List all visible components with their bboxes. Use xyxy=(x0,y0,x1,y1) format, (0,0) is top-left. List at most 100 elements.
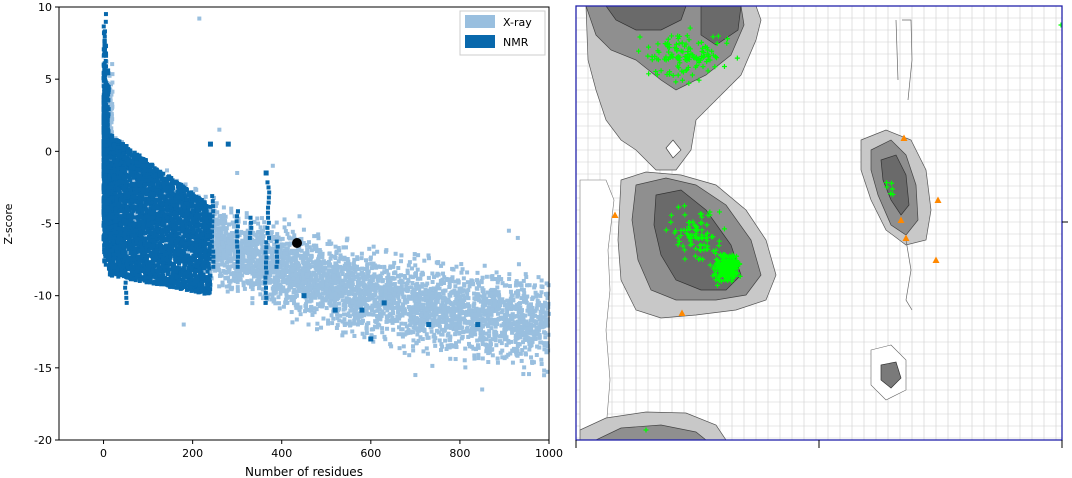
xray-point xyxy=(337,277,342,282)
xray-point xyxy=(438,294,443,299)
xray-point xyxy=(440,289,445,294)
xray-point xyxy=(434,293,439,298)
xray-point xyxy=(494,333,499,338)
xray-point xyxy=(389,288,394,293)
xray-point xyxy=(532,335,537,340)
xray-point xyxy=(271,254,276,259)
xray-point xyxy=(410,281,415,286)
xray-point xyxy=(467,344,472,349)
xray-point xyxy=(408,274,413,279)
xray-point xyxy=(461,293,466,298)
xray-point xyxy=(284,291,289,296)
xray-point xyxy=(222,248,227,253)
xray-point xyxy=(315,321,320,326)
xray-point xyxy=(319,325,324,330)
xray-point xyxy=(411,310,416,315)
xray-point xyxy=(369,261,374,266)
xray-point xyxy=(351,261,356,266)
xray-point xyxy=(396,332,401,337)
xray-point xyxy=(236,216,241,221)
xray-point xyxy=(387,285,392,290)
xray-point xyxy=(339,294,344,299)
xray-point xyxy=(419,302,424,307)
xray-point xyxy=(248,238,253,243)
xray-point xyxy=(285,288,290,293)
xray-point xyxy=(444,305,449,310)
xray-point xyxy=(480,275,485,280)
xray-point xyxy=(487,309,492,314)
xray-point xyxy=(522,345,527,350)
xray-point xyxy=(545,296,550,301)
xray-point xyxy=(457,322,462,327)
xray-point xyxy=(487,293,492,298)
xray-point xyxy=(477,298,482,303)
xray-point xyxy=(107,123,112,128)
xray-point xyxy=(501,300,506,305)
xray-point xyxy=(452,301,457,306)
xray-point xyxy=(218,271,223,276)
xray-point xyxy=(520,316,525,321)
xray-point xyxy=(414,341,419,346)
xray-point xyxy=(435,322,440,327)
xray-point xyxy=(542,368,547,373)
xray-point xyxy=(341,307,346,312)
xray-point xyxy=(387,294,392,299)
xray-point xyxy=(388,264,393,269)
xray-point xyxy=(405,268,410,273)
xray-point xyxy=(397,346,402,351)
xray-point xyxy=(260,245,265,250)
xray-point xyxy=(363,296,368,301)
xray-point xyxy=(519,358,524,363)
xray-point xyxy=(292,233,297,238)
xray-point xyxy=(375,308,380,313)
xray-point xyxy=(391,264,396,269)
xray-point xyxy=(217,214,222,219)
xray-point xyxy=(341,302,346,307)
xray-point xyxy=(410,266,415,271)
xray-point xyxy=(237,240,242,245)
xray-point xyxy=(442,328,447,333)
xray-point xyxy=(322,284,327,289)
xray-point xyxy=(401,344,406,349)
xray-point xyxy=(343,330,348,335)
xray-point xyxy=(454,298,459,303)
xray-point xyxy=(308,258,313,263)
xray-point xyxy=(424,307,429,312)
xray-point xyxy=(340,319,345,324)
xray-point xyxy=(323,281,328,286)
xray-point xyxy=(508,296,513,301)
xray-point xyxy=(376,285,381,290)
xray-point xyxy=(344,238,349,243)
xray-point xyxy=(275,272,280,277)
xray-point xyxy=(268,266,273,271)
xray-point xyxy=(221,268,226,273)
xray-point xyxy=(110,106,115,111)
xray-point xyxy=(476,283,481,288)
xray-point xyxy=(342,291,347,296)
xray-point xyxy=(294,259,299,264)
xray-point xyxy=(110,80,115,85)
xray-point xyxy=(241,280,246,285)
xray-point xyxy=(458,296,463,301)
xray-point xyxy=(232,231,237,236)
xray-point xyxy=(284,246,289,251)
xray-point xyxy=(289,310,294,315)
xray-point xyxy=(304,253,309,258)
xray-point xyxy=(400,313,405,318)
xray-point xyxy=(348,282,353,287)
xray-point xyxy=(343,245,348,250)
xray-point xyxy=(313,282,318,287)
xray-point xyxy=(216,264,221,269)
xray-point xyxy=(414,316,419,321)
xray-point xyxy=(213,232,218,237)
xray-point xyxy=(403,321,408,326)
xray-point xyxy=(509,307,514,312)
xray-point xyxy=(490,353,495,358)
xray-point xyxy=(407,353,412,358)
xray-point xyxy=(352,264,357,269)
xray-point xyxy=(370,308,375,313)
xray-point xyxy=(242,246,247,251)
xray-point xyxy=(247,251,252,256)
xray-point xyxy=(434,260,439,265)
xray-point xyxy=(508,300,513,305)
